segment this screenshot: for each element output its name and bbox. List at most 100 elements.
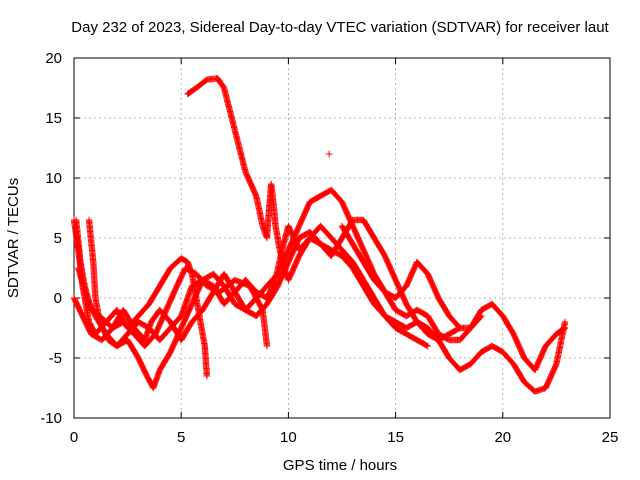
data-point-markers: [435, 331, 452, 344]
data-point-markers: [295, 235, 313, 260]
data-point-markers: [178, 301, 195, 332]
data-point-markers: [220, 282, 238, 307]
data-point-markers: [92, 312, 109, 337]
data-point-markers: [242, 168, 259, 199]
data-point-marker: [424, 342, 431, 350]
data-point-markers: [338, 252, 356, 271]
y-tick-label: 0: [54, 290, 62, 307]
data-point-marker: [203, 372, 211, 380]
data-point-markers: [521, 378, 538, 394]
data-point-markers: [531, 343, 549, 374]
data-point-markers: [124, 336, 141, 361]
data-point-markers: [130, 330, 148, 349]
data-point-markers: [70, 294, 86, 319]
series-track-5: [75, 186, 569, 374]
data-point-markers: [113, 331, 130, 350]
x-tick-label: 5: [177, 429, 185, 446]
y-tick-label: 5: [54, 230, 62, 247]
y-tick-label: 20: [45, 50, 62, 67]
data-point-markers: [424, 330, 441, 343]
data-point-markers: [413, 336, 430, 349]
data-point-markers: [197, 318, 208, 348]
data-point-markers: [85, 216, 97, 264]
data-point-markers: [371, 234, 388, 259]
data-point-markers: [338, 246, 356, 265]
data-point-markers: [381, 252, 399, 283]
data-point-markers: [392, 283, 409, 302]
data-point-markers: [242, 276, 259, 295]
data-point-markers: [488, 342, 505, 355]
data-point-markers: [150, 368, 163, 392]
data-point-markers: [75, 264, 90, 300]
y-tick-label: 10: [45, 170, 62, 187]
data-point-marker: [561, 324, 569, 332]
data-point-markers: [210, 270, 227, 289]
data-point-marker: [263, 342, 271, 350]
data-point-markers: [220, 84, 238, 132]
data-point-markers: [220, 270, 238, 295]
x-tick-label: 15: [387, 429, 404, 446]
data-point-markers: [263, 283, 281, 308]
data-point-markers: [349, 258, 366, 283]
data-point-markers: [285, 235, 302, 266]
data-point-markers: [263, 271, 281, 290]
data-point-markers: [188, 307, 205, 326]
data-point-markers: [263, 206, 273, 242]
data-point-markers: [349, 264, 366, 289]
data-point-markers: [182, 264, 199, 277]
data-point-markers: [360, 276, 377, 301]
data-point-markers: [306, 193, 323, 206]
data-point-markers: [178, 255, 190, 265]
data-point-markers: [510, 330, 527, 361]
data-point-markers: [371, 276, 388, 295]
data-points: [70, 75, 569, 395]
data-point-markers: [263, 277, 279, 302]
data-point-markers: [499, 348, 516, 367]
data-point-markers: [360, 246, 377, 277]
data-point-markers: [272, 222, 283, 252]
data-point-markers: [328, 186, 345, 205]
data-point-markers: [231, 126, 249, 174]
y-tick-label: 15: [45, 110, 62, 127]
data-point-markers: [156, 349, 173, 374]
data-point-markers: [90, 258, 99, 300]
data-point-markers: [542, 361, 560, 392]
x-tick-label: 0: [70, 429, 78, 446]
y-tick-labels: -10 -5 0 5 10 15 20: [40, 50, 62, 427]
x-axis-label: GPS time / hours: [283, 457, 397, 474]
series-track-7: [338, 222, 485, 332]
series-outlier: [325, 150, 333, 158]
data-point-markers: [467, 349, 484, 368]
data-point-markers: [199, 289, 216, 314]
data-point-markers: [135, 318, 152, 331]
data-point-markers: [306, 234, 323, 247]
data-point-markers: [338, 222, 356, 247]
data-point-markers: [467, 313, 484, 332]
grid: [74, 58, 610, 418]
data-point-markers: [135, 354, 150, 379]
data-point-markers: [360, 216, 377, 241]
data-point-markers: [173, 265, 189, 290]
data-point-markers: [295, 199, 313, 230]
data-point-markers: [446, 312, 463, 331]
data-point-markers: [135, 301, 152, 320]
data-point-markers: [124, 319, 141, 338]
y-tick-label: -5: [49, 350, 62, 367]
data-point-markers: [253, 301, 270, 320]
data-point-markers: [156, 325, 173, 344]
data-point-markers: [478, 343, 495, 356]
data-point-markers: [145, 324, 163, 343]
data-point-markers: [349, 222, 367, 253]
data-point-markers: [360, 258, 377, 283]
data-point-markers: [360, 282, 377, 307]
data-point-markers: [317, 222, 334, 241]
data-point-markers: [156, 265, 173, 290]
data-point-markers: [371, 300, 388, 319]
x-tick-label: 20: [494, 429, 511, 446]
axis-ticks: [73, 57, 611, 419]
data-point-markers: [446, 354, 463, 373]
data-point-markers: [270, 198, 279, 228]
data-point-markers: [163, 283, 180, 314]
series-track-6: [184, 75, 464, 344]
